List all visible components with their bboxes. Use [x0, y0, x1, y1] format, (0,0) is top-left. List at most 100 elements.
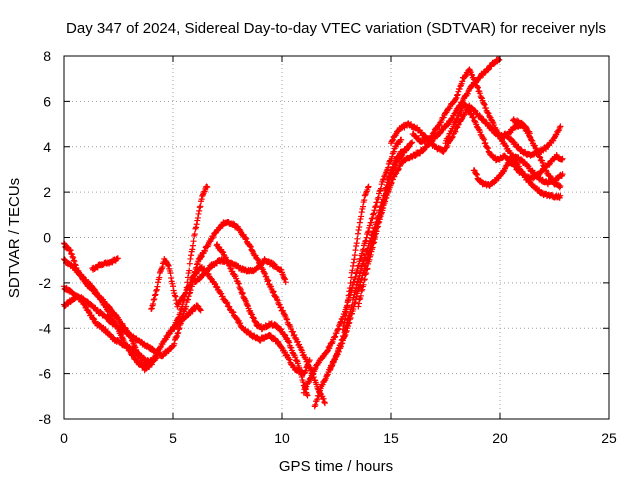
data-point-marker	[198, 196, 205, 203]
data-point-marker	[372, 204, 379, 211]
data-point-marker	[358, 287, 365, 294]
data-point-marker	[355, 275, 362, 282]
data-point-marker	[350, 262, 357, 269]
data-point-marker	[474, 83, 481, 90]
y-tick-label: -6	[39, 366, 52, 382]
data-point-marker	[224, 257, 231, 264]
data-point-marker	[482, 105, 489, 112]
y-tick-labels: -8 -6 -4 -2 0 2 4 6 8	[39, 48, 52, 427]
data-point-marker	[457, 83, 464, 90]
data-point-marker	[370, 239, 377, 246]
data-point-marker	[334, 348, 341, 355]
data-point-marker	[291, 331, 298, 338]
data-point-marker	[483, 143, 490, 150]
data-point-marker	[290, 328, 297, 335]
data-point-marker	[250, 314, 257, 321]
data-point-marker	[559, 155, 566, 162]
data-point-marker	[391, 133, 398, 140]
data-point-marker	[423, 144, 430, 151]
data-point-marker	[357, 292, 364, 299]
data-point-marker	[481, 101, 488, 108]
data-point-marker	[556, 194, 563, 201]
data-point-marker	[302, 367, 309, 374]
x-axis-label: GPS time / hours	[279, 458, 393, 475]
data-point-marker	[351, 252, 358, 259]
x-tick-label: 15	[383, 430, 399, 446]
data-point-marker	[390, 163, 397, 170]
data-point-marker	[226, 262, 233, 269]
data-point-marker	[197, 203, 204, 210]
data-point-marker	[155, 279, 162, 286]
data-point-marker	[388, 179, 395, 186]
data-point-marker	[104, 308, 111, 315]
data-point-marker	[153, 286, 160, 293]
data-point-marker	[70, 263, 77, 270]
data-point-marker	[193, 302, 200, 309]
data-point-marker	[360, 281, 367, 288]
data-point-marker	[340, 326, 347, 333]
data-point-marker	[383, 194, 390, 201]
data-point-marker	[192, 225, 199, 232]
data-point-marker	[270, 260, 277, 267]
data-point-marker	[343, 309, 350, 316]
data-point-marker	[375, 194, 382, 201]
data-point-marker	[359, 286, 366, 293]
data-point-marker	[361, 276, 368, 283]
data-point-marker	[389, 153, 396, 160]
data-point-marker	[328, 363, 335, 370]
data-point-marker	[485, 110, 492, 117]
data-point-marker	[350, 294, 357, 301]
data-point-marker	[354, 235, 361, 242]
data-point-marker	[374, 224, 381, 231]
y-tick-label: 2	[43, 184, 51, 200]
x-tick-labels: 0 5 10 15 20 25	[60, 430, 617, 446]
data-point-marker	[366, 256, 373, 263]
data-point-marker	[328, 362, 335, 369]
data-point-marker	[325, 344, 332, 351]
data-point-marker	[314, 396, 321, 403]
x-tick-label: 5	[169, 430, 177, 446]
data-point-marker	[359, 250, 366, 257]
data-point-marker	[114, 255, 121, 262]
data-point-marker	[480, 100, 487, 107]
data-point-marker	[471, 107, 478, 114]
data-point-marker	[184, 274, 191, 281]
data-point-marker	[332, 356, 339, 363]
data-point-marker	[321, 399, 328, 406]
data-point-marker	[455, 112, 462, 119]
data-point-marker	[193, 224, 200, 231]
y-tick-label: 8	[43, 48, 51, 64]
data-point-marker	[472, 79, 479, 86]
data-point-marker	[365, 228, 372, 235]
data-point-marker	[368, 232, 375, 239]
data-point-marker	[374, 223, 381, 230]
data-point-marker	[338, 340, 345, 347]
data-point-marker	[484, 109, 491, 116]
data-point-marker	[189, 242, 196, 249]
data-point-marker	[150, 296, 157, 303]
data-point-marker	[219, 293, 226, 300]
data-point-marker	[372, 234, 379, 241]
data-point-marker	[264, 278, 271, 285]
data-point-marker	[69, 253, 76, 260]
data-point-marker	[186, 267, 193, 274]
data-point-marker	[239, 290, 246, 297]
data-point-marker	[150, 301, 157, 308]
data-point-marker	[218, 248, 225, 255]
data-point-marker	[189, 246, 196, 253]
y-tick-label: -4	[39, 320, 52, 336]
data-point-marker	[179, 303, 186, 310]
data-point-marker	[375, 219, 382, 226]
x-tick-label: 0	[60, 430, 68, 446]
data-point-marker	[165, 261, 172, 268]
data-point-marker	[158, 265, 165, 272]
data-point-marker	[342, 312, 349, 319]
data-point-marker	[230, 309, 237, 316]
data-point-marker	[358, 209, 365, 216]
data-point-marker	[520, 122, 527, 129]
data-point-marker	[326, 367, 333, 374]
data-point-marker	[353, 285, 360, 292]
track-6	[148, 256, 313, 377]
data-point-marker	[300, 389, 307, 396]
data-point-marker	[332, 333, 339, 340]
